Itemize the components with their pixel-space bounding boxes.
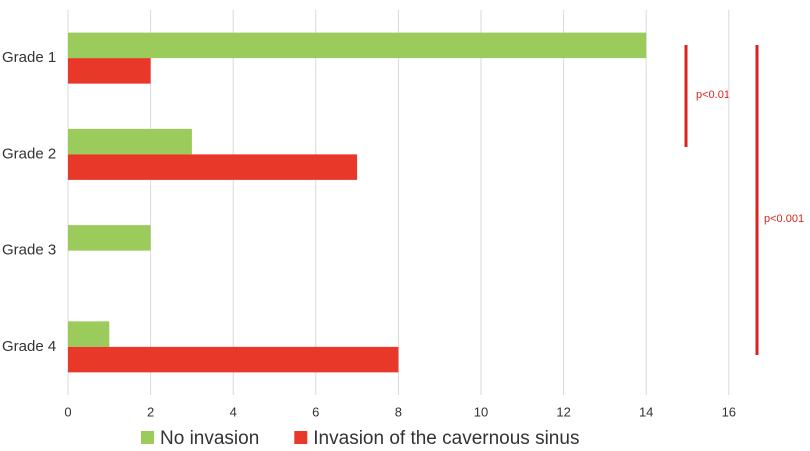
bar [68, 154, 358, 180]
x-tick-label: 6 [312, 404, 319, 419]
annotation: p<0.001 [764, 213, 804, 225]
legend-swatch [141, 431, 154, 444]
y-tick-label: Grade 2 [2, 145, 56, 162]
annotation: p<0.01 [696, 89, 730, 101]
y-tick-label: Grade 1 [2, 49, 56, 66]
legend-label: No invasion [160, 428, 259, 449]
bar [68, 225, 151, 251]
bar [68, 32, 647, 59]
x-tick-label: 12 [556, 404, 570, 419]
x-tick-label: 14 [639, 404, 653, 419]
bar [68, 58, 151, 84]
bar [68, 346, 399, 373]
y-tick-label: Grade 3 [2, 242, 56, 259]
x-tick-label: 16 [722, 404, 736, 419]
x-tick-label: 4 [230, 404, 237, 419]
x-tick-label: 2 [147, 404, 154, 419]
y-tick-label: Grade 4 [2, 338, 56, 355]
bar [68, 128, 192, 155]
x-tick-label: 0 [64, 404, 71, 419]
bar [68, 321, 110, 347]
legend-swatch [294, 431, 308, 444]
x-tick-label: 10 [474, 404, 488, 419]
x-tick-label: 8 [395, 404, 402, 419]
legend-label: Invasion of the cavernous sinus [313, 428, 579, 449]
